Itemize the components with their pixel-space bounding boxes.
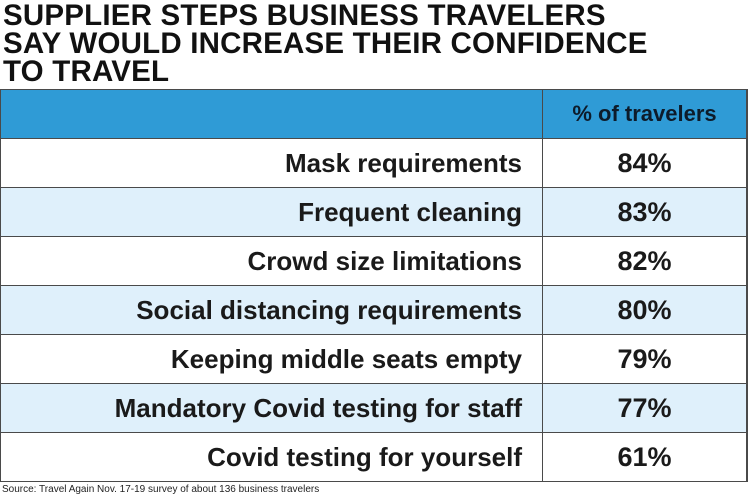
header-value-cell: % of travelers bbox=[572, 101, 717, 126]
table-row: Keeping middle seats empty 79% bbox=[1, 334, 746, 383]
title-line-3: TO TRAVEL bbox=[3, 55, 170, 88]
row-value: 61% bbox=[617, 441, 672, 472]
row-label: Mandatory Covid testing for staff bbox=[1, 384, 543, 432]
row-label: Social distancing requirements bbox=[1, 286, 543, 334]
table-row: Covid testing for yourself 61% bbox=[1, 432, 746, 481]
row-value: 77% bbox=[617, 392, 672, 423]
table-row: Mask requirements 84% bbox=[1, 138, 746, 187]
row-label: Keeping middle seats empty bbox=[1, 335, 543, 383]
table-row: Social distancing requirements 80% bbox=[1, 285, 746, 334]
row-value: 84% bbox=[617, 147, 672, 178]
title-line-1: SUPPLIER STEPS BUSINESS TRAVELERS bbox=[3, 0, 606, 32]
table-header-row: % of travelers bbox=[1, 90, 746, 138]
row-value: 79% bbox=[617, 343, 672, 374]
table-row: Crowd size limitations 82% bbox=[1, 236, 746, 285]
row-value: 82% bbox=[617, 245, 672, 276]
title-line-2: SAY WOULD INCREASE THEIR CONFIDENCE bbox=[3, 27, 648, 60]
row-value: 80% bbox=[617, 294, 672, 325]
table-row: Mandatory Covid testing for staff 77% bbox=[1, 383, 746, 432]
chart-title: SUPPLIER STEPS BUSINESS TRAVELERS SAY WO… bbox=[3, 0, 747, 88]
row-label: Frequent cleaning bbox=[1, 188, 543, 236]
row-value: 83% bbox=[617, 196, 672, 227]
header-label-cell bbox=[1, 90, 543, 138]
data-table: % of travelers Mask requirements 84% Fre… bbox=[0, 89, 748, 482]
row-label: Mask requirements bbox=[1, 139, 543, 187]
row-label: Covid testing for yourself bbox=[1, 433, 543, 481]
table-row: Frequent cleaning 83% bbox=[1, 187, 746, 236]
row-label: Crowd size limitations bbox=[1, 237, 543, 285]
source-note: Source: Travel Again Nov. 17-19 survey o… bbox=[2, 484, 320, 495]
